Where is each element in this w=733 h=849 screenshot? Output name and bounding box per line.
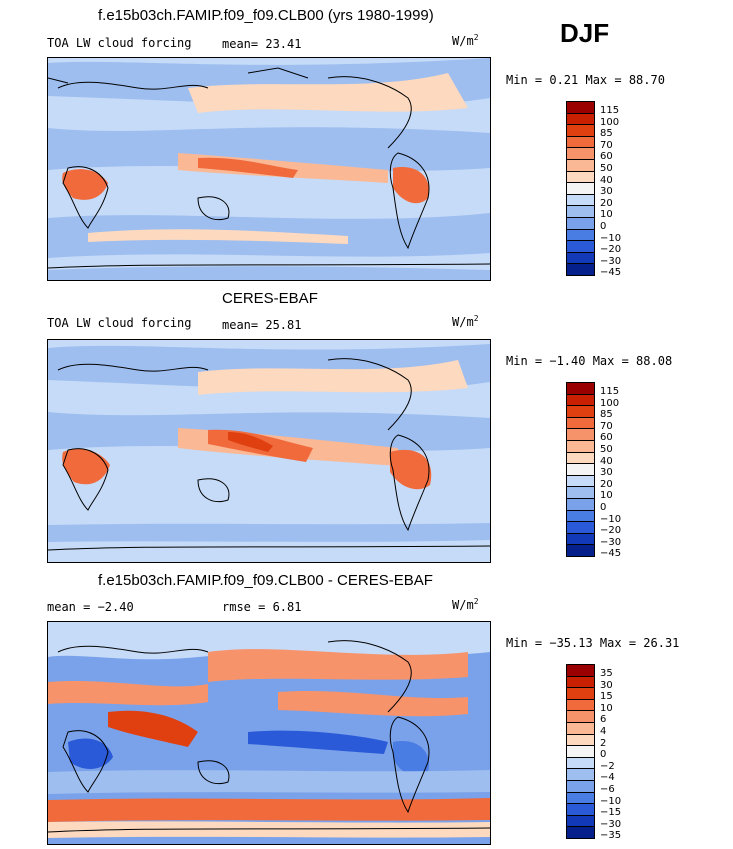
colorbar-tick-label: 30 bbox=[600, 467, 613, 479]
colorbar-tick-label: −10 bbox=[600, 795, 622, 807]
colorbar-tick-label: 40 bbox=[600, 455, 613, 467]
colorbar-tick-label: −30 bbox=[600, 255, 622, 267]
colorbar-tick-label: 115 bbox=[600, 105, 620, 116]
colorbar-tick-label: −2 bbox=[600, 760, 615, 772]
panel3-colorbar: 35 30 15 10 6 4 2 0 −2 −4 −6 −10 −15 −30 −35 bbox=[566, 664, 666, 842]
colorbar-tick-label: 0 bbox=[600, 221, 607, 232]
panel2-title: CERES-EBAF bbox=[222, 290, 318, 307]
colorbar-tick-label: 2 bbox=[600, 737, 607, 749]
colorbar-tick-label: −10 bbox=[600, 232, 622, 244]
colorbar-tick-label: −30 bbox=[600, 818, 622, 830]
colorbar-tick-label: −6 bbox=[600, 784, 615, 795]
panel1-variable-label: TOA LW cloud forcing bbox=[47, 36, 192, 50]
colorbar-tick-label: 85 bbox=[600, 409, 613, 421]
panel2-minmax: Min = −1.40 Max = 88.08 bbox=[506, 354, 673, 368]
colorbar-tick-label: −35 bbox=[600, 830, 622, 842]
colorbar-tick-label: 50 bbox=[600, 163, 613, 174]
colorbar-tick-label: −30 bbox=[600, 536, 622, 548]
panel3-units: W/m2 bbox=[452, 597, 479, 612]
colorbar-tick-label: 50 bbox=[600, 444, 613, 455]
panel3-minmax: Min = −35.13 Max = 26.31 bbox=[506, 636, 680, 650]
panel1-units: W/m2 bbox=[452, 33, 479, 48]
panel3-mean: mean = −2.40 bbox=[47, 600, 134, 614]
panel1-map bbox=[47, 57, 491, 281]
colorbar-tick-label: −20 bbox=[600, 525, 622, 537]
colorbar-tick-label: −20 bbox=[600, 244, 622, 256]
season-label: DJF bbox=[560, 18, 610, 48]
colorbar-tick-label: 0 bbox=[600, 749, 607, 761]
colorbar-tick-label: 40 bbox=[600, 174, 613, 186]
panel3-title: f.e15b03ch.FAMIP.f09_f09.CLB00 - CERES-E… bbox=[98, 572, 433, 589]
panel1-title: f.e15b03ch.FAMIP.f09_f09.CLB00 (yrs 1980… bbox=[98, 7, 434, 24]
colorbar-tick-label: 100 bbox=[600, 397, 620, 409]
colorbar-tick-label: 100 bbox=[600, 116, 620, 128]
colorbar-tick-label: 10 bbox=[600, 209, 613, 221]
panel2-mean: mean= 25.81 bbox=[222, 318, 302, 332]
panel3-map bbox=[47, 621, 491, 845]
panel2-variable-label: TOA LW cloud forcing bbox=[47, 316, 192, 330]
colorbar-tick-label: −10 bbox=[600, 513, 622, 525]
colorbar-tick-label: 6 bbox=[600, 714, 607, 726]
colorbar-tick-label: −4 bbox=[600, 772, 615, 784]
colorbar-tick-label: 20 bbox=[600, 478, 613, 490]
colorbar-tick-label: −45 bbox=[600, 548, 622, 560]
colorbar-tick-label: 10 bbox=[600, 702, 613, 714]
colorbar-tick-label: 35 bbox=[600, 668, 613, 679]
colorbar-tick-label: 30 bbox=[600, 186, 613, 198]
panel3-rmse: rmse = 6.81 bbox=[222, 600, 302, 614]
colorbar-tick-label: 15 bbox=[600, 691, 613, 703]
colorbar-tick-label: 70 bbox=[600, 420, 613, 432]
colorbar-swatch bbox=[566, 544, 595, 557]
colorbar-tick-label: 85 bbox=[600, 128, 613, 140]
colorbar-tick-label: −15 bbox=[600, 807, 622, 819]
colorbar-tick-label: 30 bbox=[600, 679, 613, 691]
colorbar-tick-label: 60 bbox=[600, 151, 613, 163]
colorbar-swatch bbox=[566, 263, 595, 276]
panel1-minmax: Min = 0.21 Max = 88.70 bbox=[506, 73, 665, 87]
panel2-colorbar: 115 100 85 70 60 50 40 30 20 10 0 −10 −20 −30 −45 bbox=[566, 382, 666, 560]
colorbar-tick-label: 4 bbox=[600, 726, 607, 737]
colorbar-tick-label: 60 bbox=[600, 432, 613, 444]
colorbar-tick-label: 10 bbox=[600, 490, 613, 502]
colorbar-tick-label: 70 bbox=[600, 139, 613, 151]
colorbar-tick-label: 115 bbox=[600, 386, 620, 397]
colorbar-swatch bbox=[566, 826, 595, 839]
panel1-mean: mean= 23.41 bbox=[222, 37, 302, 51]
colorbar-tick-label: −45 bbox=[600, 267, 622, 279]
panel1-colorbar: 115 100 85 70 60 50 40 30 20 10 0 −10 −20 −30 −45 bbox=[566, 101, 666, 279]
panel2-map bbox=[47, 339, 491, 563]
colorbar-tick-label: 0 bbox=[600, 502, 607, 513]
panel2-units: W/m2 bbox=[452, 314, 479, 329]
colorbar-tick-label: 20 bbox=[600, 197, 613, 209]
